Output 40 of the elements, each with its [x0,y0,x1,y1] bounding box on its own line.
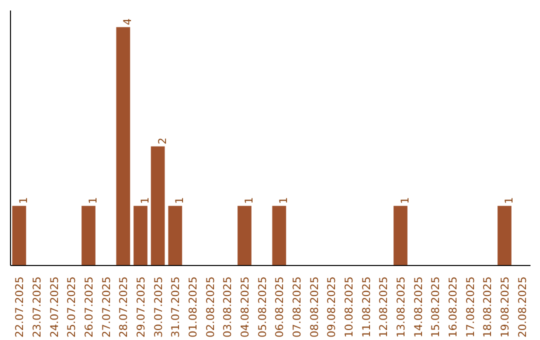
x-tick-label: 29.07.2025 [134,276,148,338]
x-tick-label: 14.08.2025 [412,276,425,338]
x-tick-label: 30.07.2025 [152,276,165,338]
x-tick-label: 13.08.2025 [394,276,408,338]
data-label: 2 [156,138,169,144]
x-tick-label: 28.07.2025 [117,276,130,338]
x-tick-label: 08.08.2025 [308,276,321,338]
data-label: 1 [138,197,152,204]
x-tick-label: 24.07.2025 [48,276,61,338]
x-tick-label: 12.08.2025 [377,276,390,338]
x-tick-label: 20.08.2025 [516,276,529,338]
x-tick-label: 03.08.2025 [221,276,234,338]
x-tick-label: 16.08.2025 [446,276,460,338]
data-label: 1 [86,197,100,204]
x-tick-label: 17.08.2025 [464,276,477,338]
x-tick-label: 02.08.2025 [204,276,217,338]
x-tick-label: 15.08.2025 [429,276,442,338]
x-tick-label: 31.07.2025 [169,276,182,338]
x-tick-label: 25.07.2025 [65,276,78,338]
x-tick-label: 01.08.2025 [186,276,200,338]
x-tick-label: 18.08.2025 [481,276,494,338]
data-label: 4 [121,18,134,26]
data-label: 1 [173,197,186,204]
x-tick-label: 09.08.2025 [325,276,338,338]
data-label: 1 [242,197,256,204]
x-tick-label: 27.07.2025 [100,276,113,338]
x-tick-label: 19.08.2025 [498,276,512,338]
data-label: 1 [277,197,290,204]
x-tick-label: 06.08.2025 [273,276,286,338]
x-tick-label: 22.07.2025 [13,276,26,338]
x-tick-label: 11.08.2025 [360,276,373,338]
data-label: 1 [17,197,30,204]
data-label: 1 [502,197,516,204]
x-tick-label: 23.07.2025 [30,276,44,338]
x-tick-label: 07.08.2025 [290,276,304,338]
data-label: 1 [398,197,412,204]
x-tick-label: 05.08.2025 [256,276,269,338]
x-tick-label: 04.08.2025 [238,276,252,338]
x-tick-label: 26.07.2025 [82,276,96,338]
x-tick-label: 10.08.2025 [342,276,356,338]
